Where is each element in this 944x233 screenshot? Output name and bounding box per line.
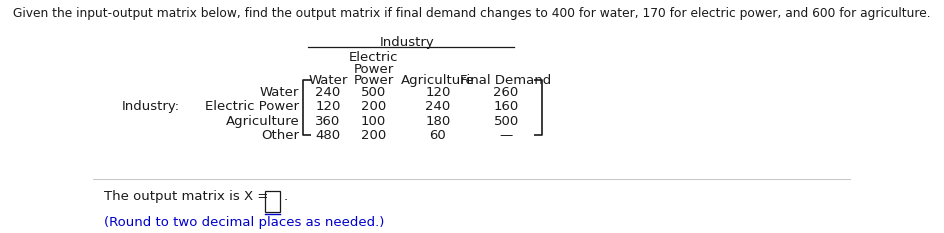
Text: .: . xyxy=(283,189,287,202)
Text: (Round to two decimal places as needed.): (Round to two decimal places as needed.) xyxy=(105,216,385,229)
Text: 160: 160 xyxy=(494,100,519,113)
Text: —: — xyxy=(499,129,513,142)
Text: Industry: Industry xyxy=(380,36,435,49)
Text: Final Demand: Final Demand xyxy=(461,74,551,87)
Text: Agriculture: Agriculture xyxy=(226,115,299,128)
FancyBboxPatch shape xyxy=(265,191,280,212)
Text: 100: 100 xyxy=(361,115,386,128)
Text: 260: 260 xyxy=(494,86,519,99)
Text: 200: 200 xyxy=(361,100,386,113)
Text: Water: Water xyxy=(260,86,299,99)
Text: 360: 360 xyxy=(315,115,341,128)
Text: Power: Power xyxy=(353,63,394,76)
Text: Other: Other xyxy=(261,129,299,142)
Text: Water: Water xyxy=(309,74,347,87)
Text: 60: 60 xyxy=(430,129,447,142)
Text: 240: 240 xyxy=(425,100,450,113)
Text: Industry:: Industry: xyxy=(122,100,180,113)
Text: The output matrix is X =: The output matrix is X = xyxy=(105,189,269,202)
Text: Given the input-output matrix below, find the output matrix if final demand chan: Given the input-output matrix below, fin… xyxy=(13,7,931,20)
Text: 500: 500 xyxy=(494,115,519,128)
Text: 200: 200 xyxy=(361,129,386,142)
Text: 240: 240 xyxy=(315,86,341,99)
Text: Electric Power: Electric Power xyxy=(205,100,299,113)
Text: Electric: Electric xyxy=(348,51,398,64)
Text: 120: 120 xyxy=(315,100,341,113)
Text: Agriculture: Agriculture xyxy=(401,74,475,87)
Text: 180: 180 xyxy=(425,115,450,128)
Text: 500: 500 xyxy=(361,86,386,99)
Text: Power: Power xyxy=(353,74,394,87)
Text: 120: 120 xyxy=(425,86,450,99)
Text: 480: 480 xyxy=(315,129,341,142)
